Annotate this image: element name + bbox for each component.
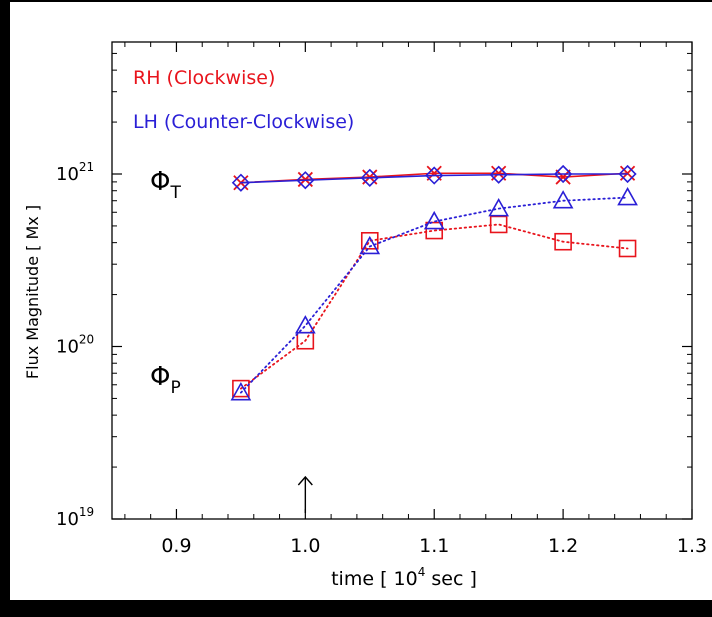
data-point-diamond — [553, 164, 573, 184]
series-line — [239, 223, 629, 390]
x-tick-label: 1.3 — [677, 535, 707, 557]
x-tick-label: 1.1 — [419, 535, 449, 557]
data-point-triangle — [488, 197, 510, 217]
data-point-diamond — [489, 165, 508, 184]
data-point-x — [555, 169, 571, 185]
series-line — [240, 173, 629, 184]
data-point-square — [360, 231, 379, 250]
x-axis-title: time [ 104 sec ] — [331, 565, 477, 590]
phi-p-label: ΦP — [150, 362, 181, 398]
x-axis-title-left: time [ 10 — [331, 568, 418, 590]
plot-area — [111, 41, 693, 520]
y-tick-label: 1021 — [56, 160, 94, 185]
data-point-triangle — [230, 382, 252, 401]
series-1 — [231, 164, 637, 192]
data-point-diamond — [360, 168, 379, 187]
y-tick-base: 10 — [56, 509, 79, 530]
data-point-triangle — [617, 186, 638, 206]
labels-layer: time [ 104 sec ] Flux Magnitude [ Mx ] R… — [23, 67, 477, 590]
y-axis-title: Flux Magnitude [ Mx ] — [23, 205, 42, 379]
data-point-diamond — [231, 173, 251, 192]
x-axis-title-right: sec ] — [425, 568, 477, 590]
data-point-square — [425, 221, 444, 240]
series-3 — [230, 186, 638, 401]
data-point-diamond — [425, 166, 444, 185]
y-tick-label: 1019 — [56, 505, 94, 530]
x-axis-title-exp: 4 — [418, 565, 426, 579]
legend-rh: RH (Clockwise) — [133, 67, 275, 89]
data-point-square — [618, 239, 637, 258]
series-layer — [230, 164, 638, 401]
x-tick-label: 0.9 — [161, 535, 191, 557]
data-point-triangle — [423, 210, 445, 230]
data-point-square — [554, 232, 572, 251]
data-point-diamond — [296, 171, 315, 190]
legend-lh: LH (Counter-Clockwise) — [133, 111, 354, 133]
x-tick-label: 1.2 — [548, 535, 578, 557]
plot-border — [111, 41, 693, 520]
arrow-head — [297, 475, 313, 486]
figure-background — [10, 2, 712, 600]
y-tick-label: 1020 — [56, 333, 94, 358]
data-point-square — [232, 379, 250, 398]
data-point-triangle — [294, 315, 316, 334]
data-point-triangle — [552, 190, 574, 209]
phi-p-sub: P — [170, 378, 180, 398]
y-tick-base: 10 — [56, 337, 79, 358]
data-point-triangle — [359, 235, 381, 255]
phi-t-symbol: Φ — [150, 167, 170, 197]
series-line — [239, 196, 629, 394]
y-tick-exp: 21 — [79, 160, 94, 174]
phi-p-symbol: Φ — [150, 362, 170, 392]
data-point-square — [489, 215, 508, 234]
data-point-diamond — [618, 164, 637, 184]
x-tick-label: 1.0 — [290, 535, 320, 557]
y-tick-exp: 20 — [79, 333, 94, 347]
y-tick-base: 10 — [56, 164, 79, 185]
y-tick-exp: 19 — [79, 505, 94, 519]
phi-t-sub: T — [169, 183, 181, 203]
phi-t-label: ΦT — [150, 167, 181, 203]
